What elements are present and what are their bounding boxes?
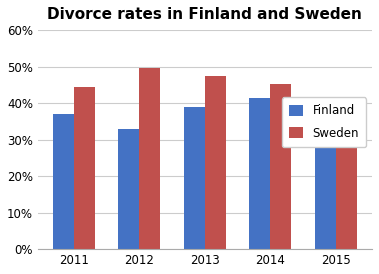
Bar: [205, 76, 226, 249]
Bar: [53, 114, 74, 249]
Bar: [249, 98, 271, 249]
Bar: [139, 68, 160, 249]
Title: Divorce rates in Finland and Sweden: Divorce rates in Finland and Sweden: [47, 7, 362, 22]
Bar: [336, 114, 357, 249]
Bar: [315, 98, 336, 249]
Legend: Finland, Sweden: Finland, Sweden: [282, 97, 366, 147]
Bar: [271, 84, 291, 249]
Bar: [184, 107, 205, 249]
Bar: [74, 87, 95, 249]
Bar: [119, 129, 139, 249]
